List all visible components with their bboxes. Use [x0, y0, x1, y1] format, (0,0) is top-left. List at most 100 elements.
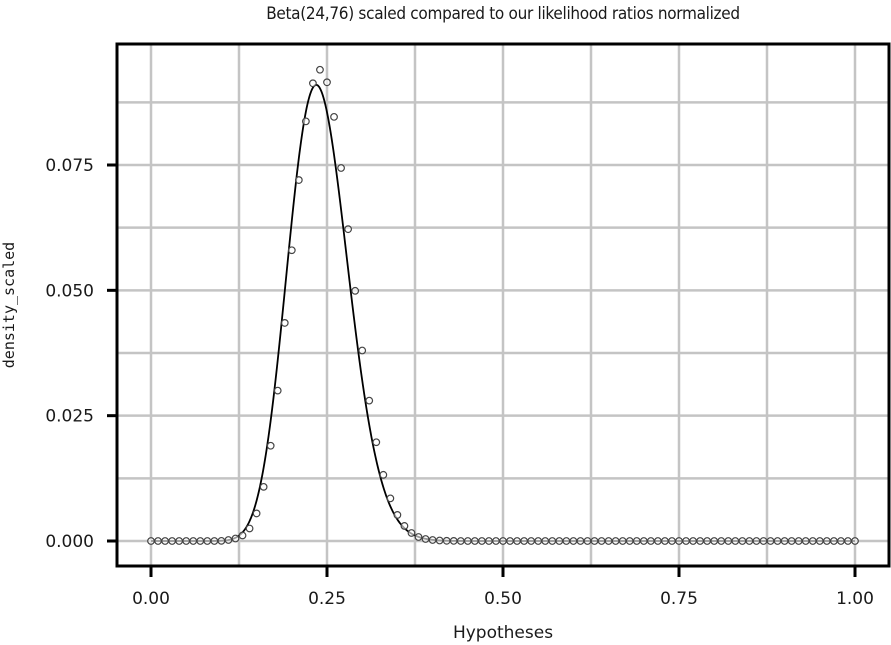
data-point — [203, 537, 212, 545]
data-point — [161, 537, 169, 545]
chart-title: Beta(24,76) scaled compared to our likel… — [266, 4, 740, 24]
data-point — [323, 78, 331, 87]
data-point — [477, 537, 486, 545]
data-point — [639, 537, 648, 545]
data-point — [393, 511, 402, 519]
data-point — [168, 537, 177, 545]
data-point — [583, 537, 592, 545]
data-point — [548, 537, 557, 545]
data-point — [238, 531, 247, 540]
data-point — [463, 537, 472, 545]
data-point — [682, 537, 690, 545]
data-point — [344, 225, 353, 234]
data-point — [794, 537, 803, 545]
data-point — [231, 534, 240, 543]
data-point — [245, 524, 254, 533]
data-point — [175, 537, 184, 545]
data-point — [696, 537, 705, 545]
x-axis-title: Hypotheses — [453, 623, 553, 643]
y-axis: 0.000 0.025 0.050 0.075 — [45, 156, 117, 552]
data-point — [400, 522, 409, 530]
data-point — [316, 65, 324, 74]
data-point — [851, 537, 859, 545]
data-point — [724, 537, 733, 545]
data-point — [470, 537, 479, 545]
data-point — [252, 509, 261, 518]
data-point — [844, 537, 852, 545]
data-point — [499, 537, 507, 545]
data-point — [534, 537, 543, 545]
data-point — [703, 537, 712, 545]
data-point — [646, 537, 655, 545]
x-tick-label: 0.75 — [660, 589, 698, 609]
data-point — [822, 537, 831, 545]
data-point — [365, 396, 374, 405]
data-point — [562, 537, 571, 545]
data-point — [837, 537, 845, 545]
data-point — [829, 537, 838, 545]
x-axis: 0.00 0.25 0.50 0.75 1.00 — [132, 566, 874, 609]
data-point — [632, 537, 641, 545]
likelihood-points — [147, 65, 859, 545]
data-point — [182, 537, 191, 545]
data-point — [386, 494, 395, 503]
data-point — [287, 246, 296, 255]
data-point — [731, 537, 740, 545]
data-point — [189, 537, 198, 545]
data-point — [569, 537, 578, 545]
data-point — [337, 164, 345, 172]
data-point — [773, 537, 782, 545]
data-point — [752, 537, 761, 545]
data-point — [520, 537, 529, 545]
data-point — [266, 441, 275, 450]
x-tick-label: 0.00 — [132, 589, 170, 609]
data-point — [449, 536, 458, 545]
data-point — [745, 537, 754, 545]
data-point — [625, 537, 634, 545]
data-point — [259, 482, 268, 491]
data-point — [428, 536, 437, 544]
y-tick-label: 0.025 — [45, 407, 94, 427]
grid-lines — [117, 44, 889, 566]
data-point — [801, 537, 810, 545]
data-point — [372, 438, 381, 447]
data-point — [738, 537, 747, 545]
y-tick-label: 0.075 — [45, 156, 94, 176]
data-point — [710, 537, 719, 545]
data-point — [597, 537, 606, 545]
data-point — [485, 537, 493, 545]
data-point — [808, 537, 817, 545]
data-point — [618, 537, 627, 545]
y-axis-title: density_scaled — [0, 242, 18, 368]
data-point — [442, 536, 451, 545]
data-point — [301, 117, 310, 126]
data-point — [611, 537, 620, 545]
data-point — [555, 537, 564, 545]
data-point — [506, 537, 514, 545]
data-point — [815, 537, 824, 545]
data-point — [309, 79, 317, 88]
data-point — [661, 537, 669, 545]
data-point — [717, 537, 726, 545]
data-point — [668, 537, 676, 545]
data-point — [294, 176, 303, 184]
data-point — [154, 537, 162, 545]
data-point — [147, 537, 155, 545]
data-point — [604, 537, 613, 545]
data-point — [456, 537, 465, 545]
data-point — [513, 537, 521, 545]
data-point — [527, 537, 536, 545]
y-tick-label: 0.050 — [45, 281, 94, 301]
data-point — [780, 537, 789, 545]
data-point — [675, 537, 683, 545]
data-point — [541, 537, 550, 545]
data-point — [210, 537, 219, 545]
data-point — [653, 537, 662, 545]
data-point — [787, 537, 796, 545]
x-tick-label: 0.25 — [308, 589, 346, 609]
data-point — [766, 537, 775, 545]
data-point — [224, 536, 233, 544]
x-tick-label: 0.50 — [484, 589, 522, 609]
data-point — [492, 537, 500, 545]
